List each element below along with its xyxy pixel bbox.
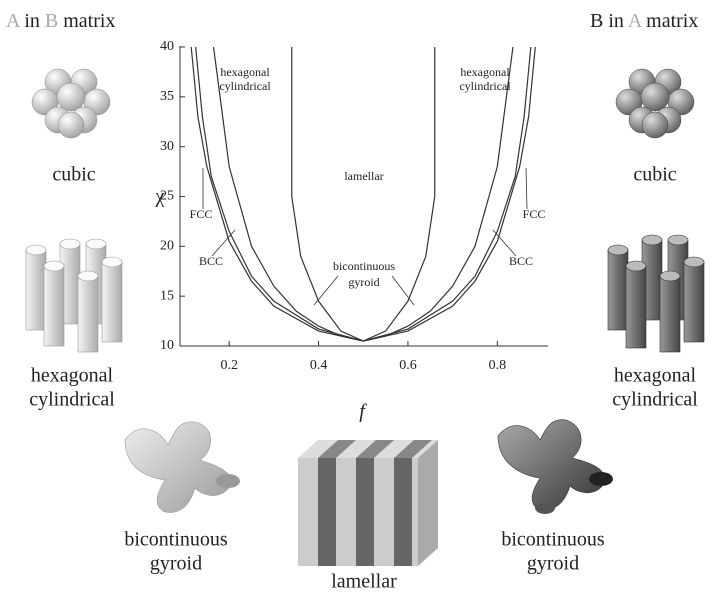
- y-tick-label: 15: [160, 288, 174, 303]
- annotation: gyroid: [348, 275, 379, 289]
- label: cylindrical: [29, 389, 115, 411]
- annotation: FCC: [523, 207, 546, 221]
- right-heading: B in A matrix: [590, 10, 698, 32]
- phase-boundary: [292, 47, 435, 341]
- label: cubic: [633, 164, 676, 186]
- heading-word: matrix: [646, 10, 698, 32]
- y-tick-label: 35: [160, 89, 174, 104]
- left-heading: A in B matrix: [6, 10, 115, 32]
- y-tick-label: 20: [160, 239, 174, 254]
- heading-word: A: [628, 10, 643, 32]
- annotation: hexagonal: [220, 65, 270, 79]
- figure: A in B matrix B in A matrix cubic cubic …: [0, 0, 724, 596]
- label: cubic: [52, 164, 95, 186]
- cylinder-array: [608, 235, 704, 352]
- label: gyroid: [150, 553, 202, 575]
- x-tick-label: 0.4: [310, 358, 328, 373]
- heading-word: matrix: [63, 10, 115, 32]
- page: {"chart_data": {"type": "line", "x_label…: [0, 0, 724, 596]
- label: bicontinuous: [501, 529, 605, 551]
- annotation: lamellar: [344, 169, 383, 183]
- heading-word: in: [24, 10, 40, 32]
- x-tick-label: 0.8: [489, 358, 507, 373]
- heading-word: B: [45, 10, 58, 32]
- annotation: hexagonal: [460, 65, 510, 79]
- annotation: bicontinuous: [333, 259, 395, 273]
- x-tick-label: 0.6: [399, 358, 417, 373]
- cylinder-array: [26, 239, 122, 352]
- lamellar-block: [298, 440, 438, 566]
- label: gyroid: [527, 553, 579, 575]
- annotation: BCC: [199, 254, 223, 268]
- gyroid-shape: [498, 420, 613, 514]
- sphere-cluster: [32, 69, 110, 138]
- sphere-cluster: [616, 69, 694, 138]
- heading-word: in: [608, 10, 624, 32]
- y-tick-label: 10: [160, 338, 174, 353]
- label: cylindrical: [612, 389, 698, 411]
- x-tick-label: 0.2: [220, 358, 238, 373]
- y-tick-label: 40: [160, 39, 174, 54]
- gyroid-shape: [125, 422, 240, 513]
- label: bicontinuous: [124, 529, 228, 551]
- annotation: cylindrical: [459, 79, 511, 93]
- label: hexagonal: [31, 365, 114, 387]
- x-axis-title: f: [359, 401, 367, 423]
- y-tick-label: 25: [160, 189, 174, 204]
- annotation: BCC: [509, 254, 533, 268]
- label: lamellar: [331, 571, 397, 593]
- annotation: cylindrical: [219, 79, 271, 93]
- heading-word: A: [6, 10, 21, 32]
- annotation: FCC: [190, 207, 213, 221]
- heading-word: B: [590, 10, 603, 32]
- label: hexagonal: [614, 365, 697, 387]
- y-tick-label: 30: [160, 139, 174, 154]
